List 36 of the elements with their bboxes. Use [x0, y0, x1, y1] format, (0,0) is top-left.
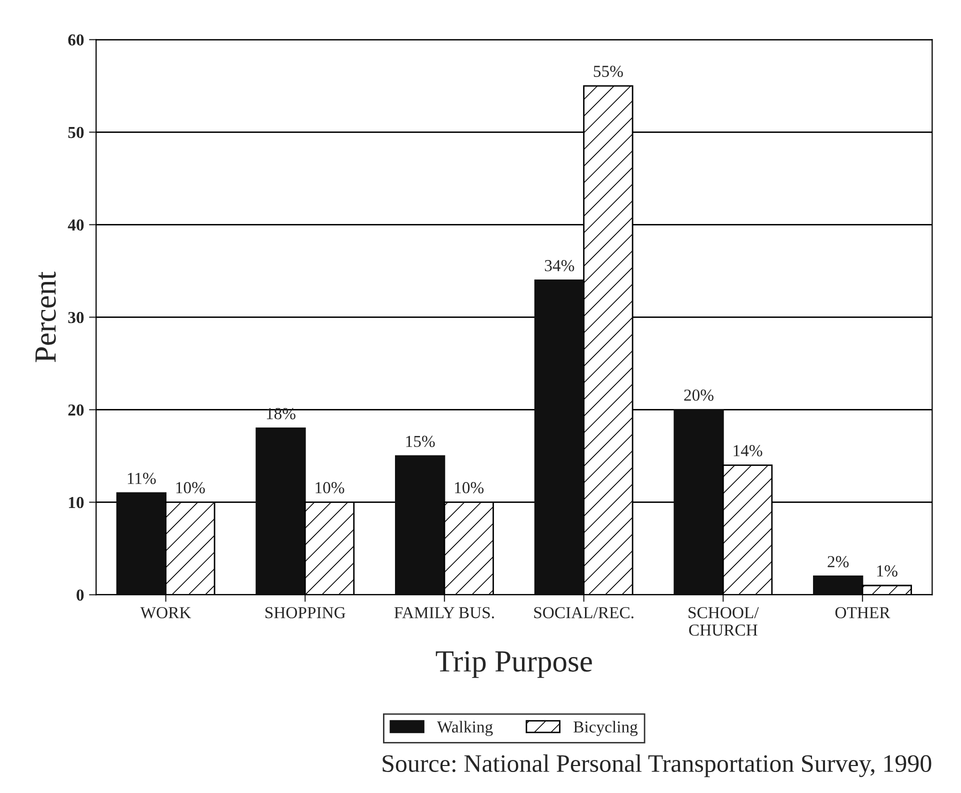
data-label: 2% — [828, 556, 849, 568]
data-label: 20% — [684, 390, 714, 401]
x-tick-label: FAMILY BUS. — [394, 607, 494, 618]
data-label: 1% — [877, 565, 898, 577]
bar — [813, 576, 864, 595]
bar — [534, 280, 585, 595]
y-tick-label: 0 — [76, 589, 84, 601]
legend-label: Bicycling — [574, 720, 638, 736]
data-label: 10% — [316, 482, 344, 494]
bar — [116, 492, 166, 595]
source-note: Source: National Personal Transportation Survey, 1990 — [382, 754, 932, 778]
data-label: 10% — [176, 482, 205, 494]
y-axis-title: Percent — [36, 272, 56, 362]
x-tick-label: SCHOOL/ CHURCH — [688, 607, 759, 636]
x-tick-label: WORK — [140, 607, 192, 618]
y-tick-label: 60 — [68, 34, 84, 46]
y-tick-label: 40 — [68, 219, 84, 231]
data-label: 15% — [406, 436, 435, 448]
legend-label: Walking — [437, 720, 493, 736]
bar — [256, 428, 306, 595]
y-tick-label: 20 — [68, 404, 84, 416]
x-tick-label: SHOPPING — [265, 607, 346, 618]
y-tick-label: 10 — [68, 496, 84, 508]
y-tick-label: 50 — [68, 126, 84, 138]
data-label: 11% — [128, 472, 156, 484]
data-label: 10% — [455, 482, 484, 494]
x-tick-label: OTHER — [835, 607, 890, 618]
bar — [394, 455, 446, 595]
data-label: 55% — [594, 66, 623, 78]
data-label: 14% — [734, 445, 762, 456]
x-axis-title: Trip Purpose — [436, 651, 592, 678]
data-label: 18% — [266, 408, 296, 420]
bar — [674, 409, 724, 595]
y-tick-label: 30 — [68, 312, 84, 324]
x-tick-label: SOCIAL/REC. — [534, 607, 634, 618]
data-label: 34% — [544, 260, 574, 272]
